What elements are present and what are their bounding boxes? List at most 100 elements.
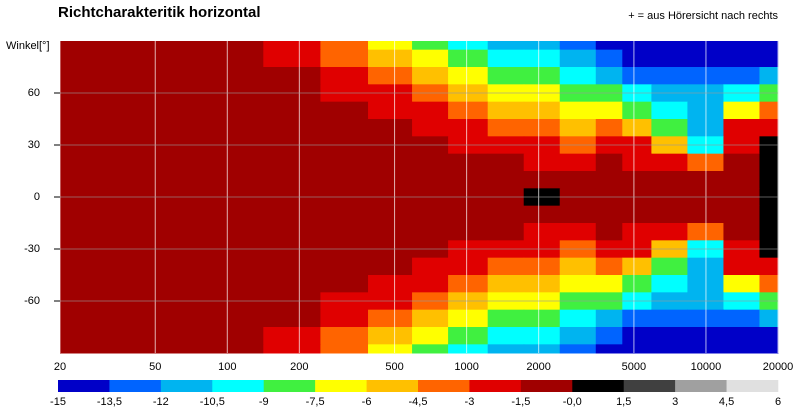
heat-cell xyxy=(368,309,413,328)
colorbar-label: -1,5 xyxy=(511,396,530,408)
heat-cell xyxy=(263,153,321,172)
heat-cell xyxy=(559,205,597,224)
colorbar-segment xyxy=(418,380,470,392)
heat-cell xyxy=(723,223,760,241)
heat-cell xyxy=(263,205,321,224)
heat-cell xyxy=(523,205,561,224)
heat-cell xyxy=(622,344,652,354)
heat-cell xyxy=(523,327,561,345)
heat-cell xyxy=(651,275,688,293)
heat-cell xyxy=(107,67,192,85)
heat-cell xyxy=(412,41,449,51)
heat-cell xyxy=(487,49,525,68)
heat-cell xyxy=(759,171,779,189)
colorbar-label: 3 xyxy=(672,396,678,408)
heat-cell xyxy=(448,344,489,354)
heat-cell xyxy=(412,171,449,189)
heat-cell xyxy=(368,275,413,293)
y-tick-label: 30 xyxy=(28,139,40,151)
heat-cell xyxy=(448,67,489,85)
heat-cell xyxy=(263,101,321,120)
heat-cell xyxy=(412,275,449,293)
heat-cell xyxy=(320,344,369,354)
heat-cell xyxy=(263,223,321,241)
heat-cell xyxy=(107,275,192,293)
heat-cell xyxy=(487,41,525,51)
heat-cell xyxy=(759,153,779,172)
heat-cell xyxy=(523,257,561,276)
heat-cell xyxy=(368,344,413,354)
heat-cell xyxy=(368,223,413,241)
heat-cell xyxy=(487,309,525,328)
heat-cell xyxy=(723,309,760,328)
heat-cell xyxy=(320,41,369,51)
x-tick-label: 20000 xyxy=(763,361,794,373)
heat-cell xyxy=(523,275,561,293)
heat-cell xyxy=(368,41,413,51)
heat-cell xyxy=(320,153,369,172)
heat-cell xyxy=(448,327,489,345)
colorbar-label: -4,5 xyxy=(409,396,428,408)
y-tick-label: -30 xyxy=(24,243,40,255)
heat-cell xyxy=(622,327,652,345)
heat-cell xyxy=(723,49,760,68)
heat-cell xyxy=(595,171,623,189)
heat-cell xyxy=(107,171,192,189)
heat-cell xyxy=(622,153,652,172)
colorbar-label: -3 xyxy=(465,396,475,408)
colorbar-segment xyxy=(623,380,676,392)
colorbar-segment xyxy=(315,380,367,392)
heat-cell xyxy=(487,205,525,224)
heat-cell xyxy=(559,257,597,276)
heat-cell xyxy=(60,101,109,120)
heat-cell xyxy=(559,101,597,120)
heat-cell xyxy=(320,275,369,293)
x-tick-label: 200 xyxy=(290,361,308,373)
heat-cell xyxy=(320,119,369,137)
heat-cell xyxy=(320,223,369,241)
x-tick-label: 1000 xyxy=(454,361,478,373)
heat-cell xyxy=(595,275,623,293)
heat-cell xyxy=(107,257,192,276)
heat-cell xyxy=(320,67,369,85)
heat-cell xyxy=(622,309,652,328)
x-tick-label: 20 xyxy=(54,361,66,373)
heat-cell xyxy=(448,119,489,137)
heat-cell xyxy=(60,171,109,189)
heat-cell xyxy=(412,153,449,172)
heat-cell xyxy=(595,223,623,241)
heat-cell xyxy=(412,257,449,276)
y-tick-label: -60 xyxy=(24,295,40,307)
colorbar-label: -9 xyxy=(259,396,269,408)
heat-cell xyxy=(723,119,760,137)
heat-cell xyxy=(723,153,760,172)
colorbar-segment xyxy=(520,380,573,392)
heat-cell xyxy=(107,153,192,172)
heat-cell xyxy=(60,275,109,293)
heat-cell xyxy=(759,67,779,85)
colorbar-segment xyxy=(109,380,162,392)
heat-cell xyxy=(487,257,525,276)
heat-cell xyxy=(448,223,489,241)
heat-cell xyxy=(263,257,321,276)
heat-cell xyxy=(559,41,597,51)
heat-cell xyxy=(523,171,561,189)
heat-cell xyxy=(487,171,525,189)
heat-cell xyxy=(412,309,449,328)
heat-cell xyxy=(412,327,449,345)
heat-cell xyxy=(651,344,688,354)
heat-cell xyxy=(487,119,525,137)
heat-cell xyxy=(448,49,489,68)
heat-cell xyxy=(368,101,413,120)
heat-cell xyxy=(523,344,561,354)
heat-cell xyxy=(622,205,652,224)
colorbar-label: 4,5 xyxy=(719,396,734,408)
heat-cell xyxy=(622,275,652,293)
colorbar-label: -6 xyxy=(362,396,372,408)
heat-cell xyxy=(320,49,369,68)
heat-cell xyxy=(759,309,779,328)
heat-cell xyxy=(595,119,623,137)
colorbar-label: -7,5 xyxy=(306,396,325,408)
colorbar-label: 1,5 xyxy=(616,396,631,408)
heat-cell xyxy=(723,257,760,276)
